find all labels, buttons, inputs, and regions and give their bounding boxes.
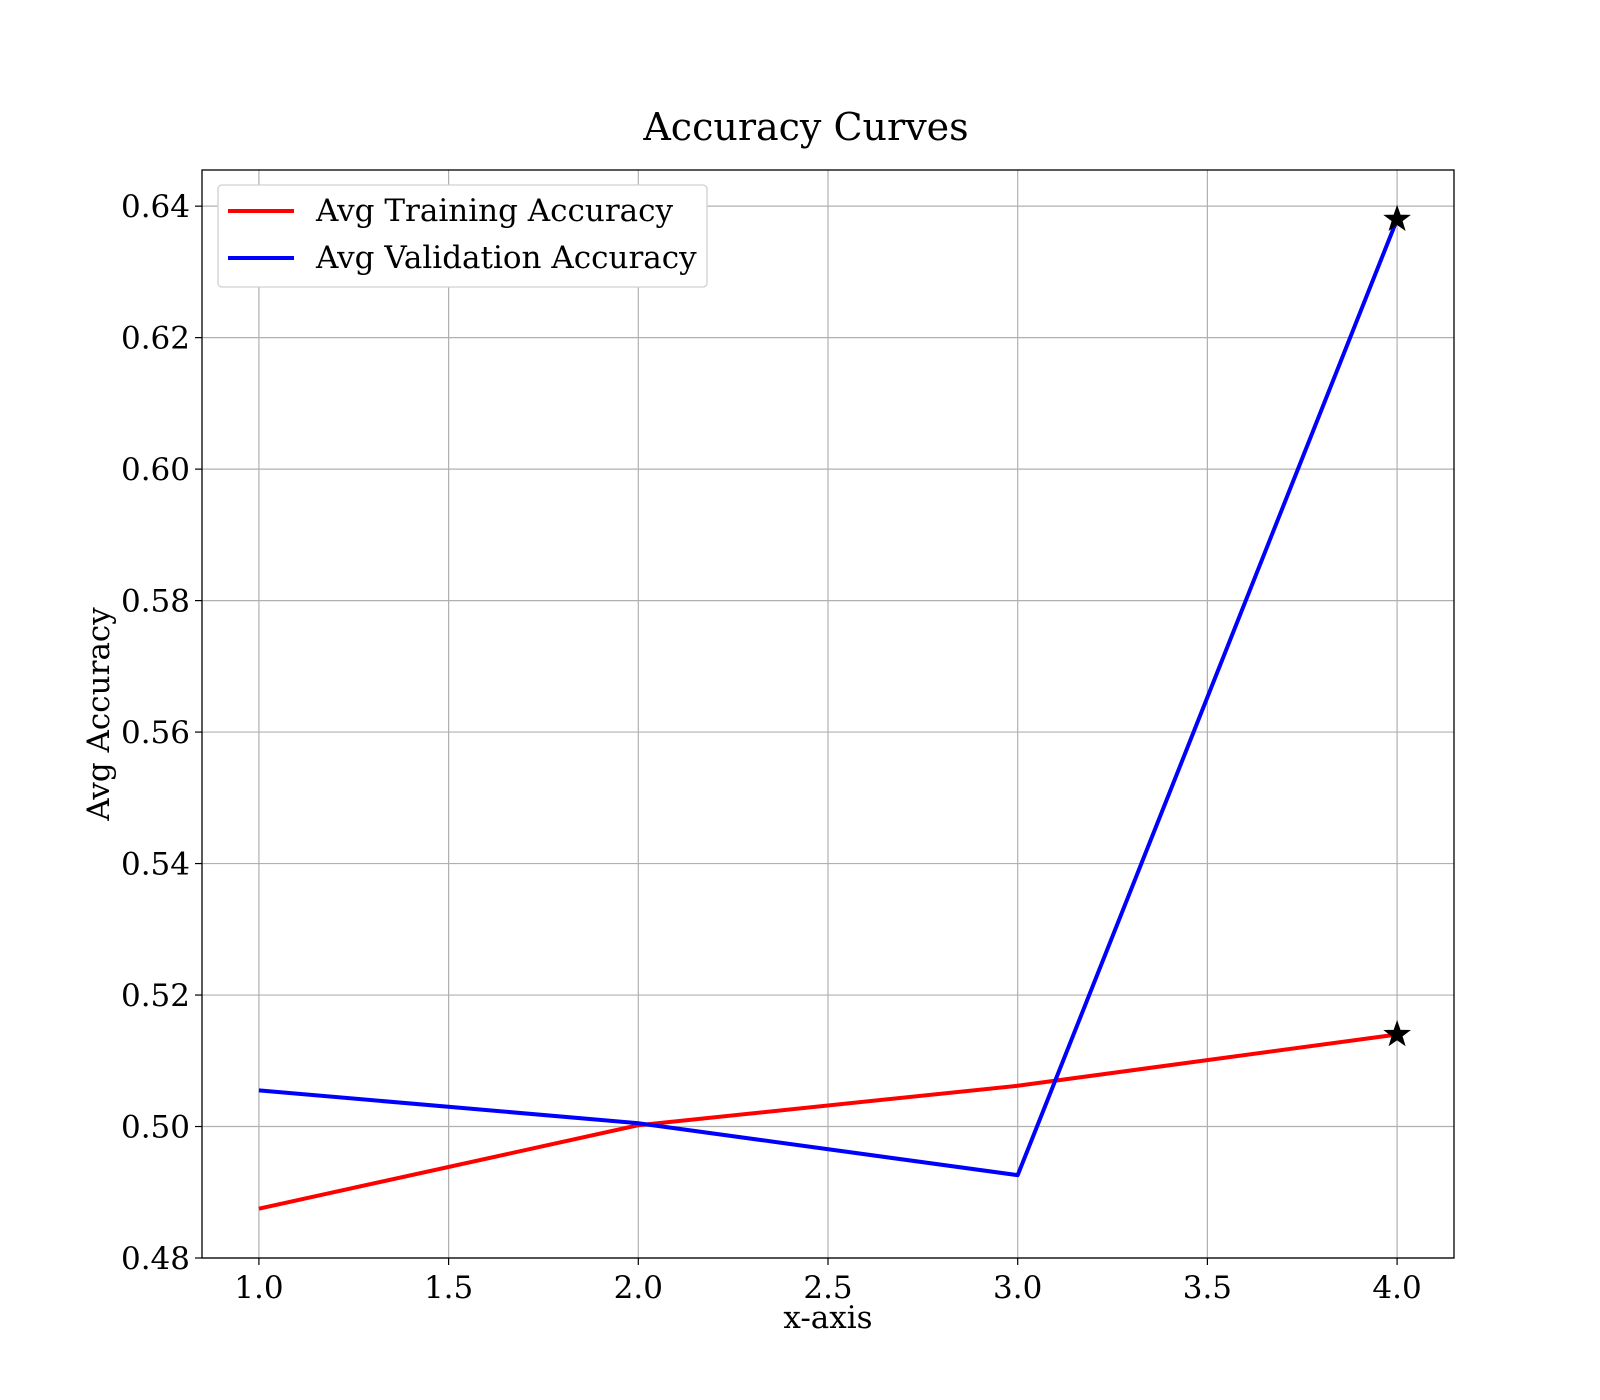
marker-layer bbox=[1383, 204, 1411, 1047]
legend-label-training: Avg Training Accuracy bbox=[315, 193, 674, 229]
x-tick-label: 2.5 bbox=[803, 1270, 852, 1306]
star-marker-1 bbox=[1383, 204, 1411, 232]
legend: Avg Training Accuracy Avg Validation Acc… bbox=[217, 184, 708, 288]
y-tick-label: 0.48 bbox=[121, 1241, 190, 1277]
y-tick-label: 0.58 bbox=[121, 584, 190, 620]
y-tick-label: 0.64 bbox=[121, 189, 190, 225]
x-tick-label: 1.5 bbox=[424, 1270, 473, 1306]
x-tick-label: 2.0 bbox=[614, 1270, 663, 1306]
x-tick-label: 1.0 bbox=[234, 1270, 283, 1306]
x-tick-label: 3.0 bbox=[993, 1270, 1042, 1306]
series-line-1 bbox=[258, 218, 1399, 1178]
legend-box bbox=[217, 184, 708, 288]
x-axis-title: x-axis bbox=[783, 1300, 872, 1336]
y-tick-label: 0.52 bbox=[121, 978, 190, 1014]
tick-layer: 1.0 1.5 2.0 2.5 3.0 3.5 4.0 0.48 0.50 0.52 0.54 0.5… bbox=[121, 189, 1422, 1306]
y-tick-label: 0.50 bbox=[121, 1110, 190, 1146]
star-marker-0 bbox=[1383, 1019, 1411, 1047]
chart-title: Accuracy Curves bbox=[642, 105, 968, 149]
series-layer bbox=[258, 218, 1399, 1211]
grid-layer bbox=[202, 170, 1454, 1259]
x-tick-label: 3.5 bbox=[1183, 1270, 1232, 1306]
y-tick-label: 0.56 bbox=[121, 715, 190, 751]
y-axis-title: Avg Accuracy bbox=[81, 607, 117, 822]
y-tick-label: 0.62 bbox=[121, 321, 190, 357]
legend-label-validation: Avg Validation Accuracy bbox=[315, 240, 697, 276]
y-tick-label: 0.54 bbox=[121, 847, 190, 883]
y-tick-label: 0.60 bbox=[121, 452, 190, 488]
series-line-0 bbox=[258, 1032, 1398, 1211]
x-tick-label: 4.0 bbox=[1372, 1270, 1421, 1306]
